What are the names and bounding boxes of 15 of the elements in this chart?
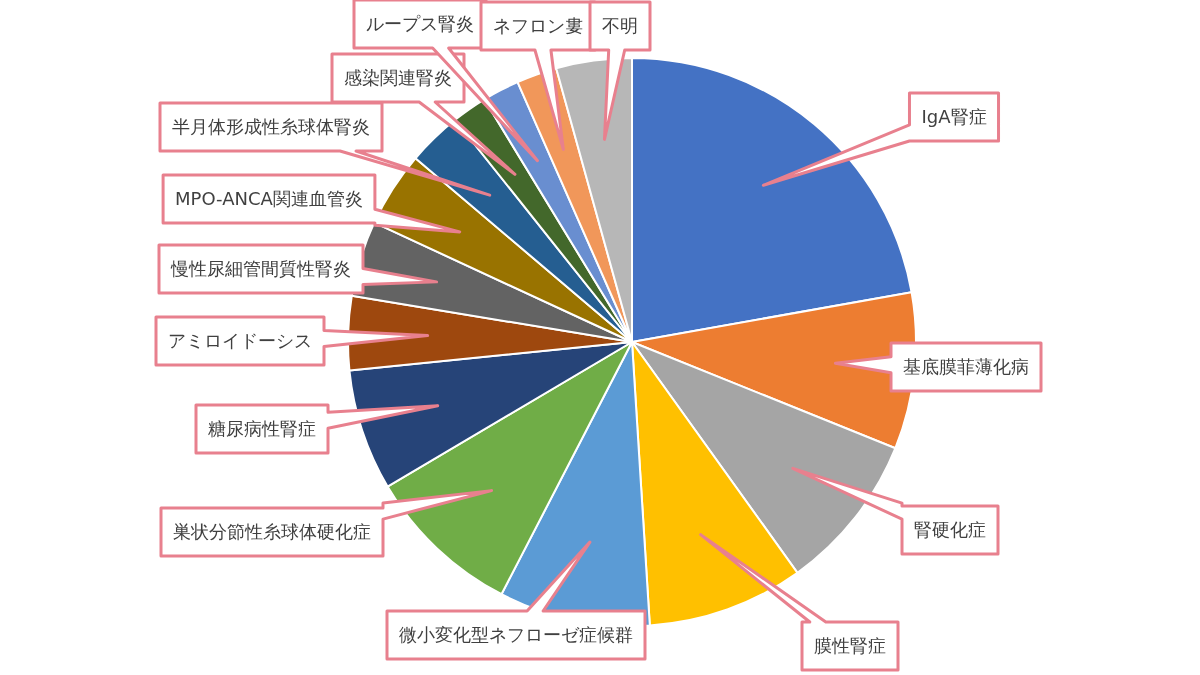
slice-label: 慢性尿細管間質性腎炎 xyxy=(170,257,352,281)
slice-label: 微小変化型ネフローゼ症候群 xyxy=(398,623,634,647)
slice-label: 半月体形成性糸球体腎炎 xyxy=(171,115,371,139)
slice-label: MPO-ANCA関連血管炎 xyxy=(174,187,364,211)
slice-label: 腎硬化症 xyxy=(913,518,987,542)
slice-label: 感染関連腎炎 xyxy=(343,66,453,90)
slice-label: IgA腎症 xyxy=(920,105,988,129)
slice-label: 基底膜菲薄化病 xyxy=(902,355,1030,379)
slice-label: 糖尿病性腎症 xyxy=(207,417,317,441)
slice-label: アミロイドーシス xyxy=(167,329,313,353)
slice-label: ループス腎炎 xyxy=(365,12,475,36)
slice-label: 膜性腎症 xyxy=(813,634,887,658)
slice-label: 不明 xyxy=(601,14,639,38)
slice-label: ネフロン婁 xyxy=(492,14,584,38)
slice-label: 巣状分節性糸球体硬化症 xyxy=(172,520,372,544)
